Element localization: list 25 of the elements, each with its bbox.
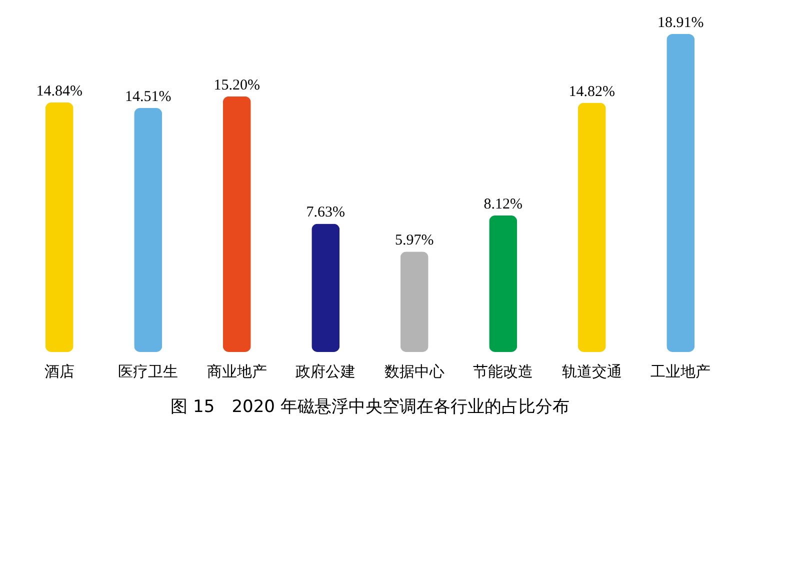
- bar: [578, 102, 606, 352]
- data-label: 14.51%: [125, 88, 172, 105]
- data-label: 15.20%: [214, 77, 260, 94]
- text: 图 15 2020 年磁悬浮中央空调在各行业的占比分布: [170, 397, 570, 417]
- x-tick-label: 酒店: [44, 362, 74, 380]
- bar: [45, 102, 74, 352]
- x-tick-label: 节能改造: [473, 362, 534, 380]
- x-tick-label: 数据中心: [384, 362, 444, 380]
- bar: [222, 96, 251, 352]
- bar: [489, 215, 518, 352]
- bar: [666, 34, 695, 352]
- data-label: 8.12%: [484, 196, 522, 212]
- x-tick-label: 工业地产: [650, 362, 711, 380]
- bar: [134, 108, 162, 352]
- x-tick-label: 商业地产: [206, 362, 267, 380]
- bar: [400, 252, 428, 352]
- data-label: 5.97%: [395, 232, 434, 249]
- data-label: 14.82%: [568, 84, 615, 100]
- x-tick-label: 政府公建: [296, 362, 356, 380]
- data-label: 14.84%: [36, 83, 82, 100]
- x-tick-label: 轨道交通: [562, 362, 622, 380]
- x-tick-label: 医疗卫生: [118, 362, 178, 380]
- data-label: 18.91%: [658, 15, 704, 31]
- data-label: 7.63%: [306, 204, 345, 221]
- bar: [312, 224, 340, 352]
